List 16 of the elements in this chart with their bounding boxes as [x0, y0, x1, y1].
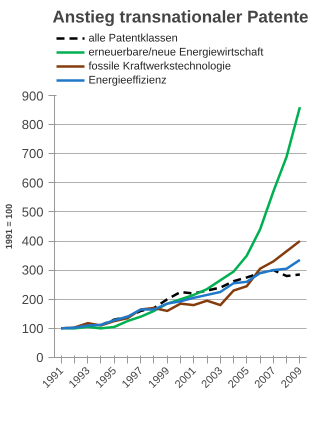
- chart-title: Anstieg transnationaler Patente: [52, 8, 309, 26]
- y-tick-label: 100: [22, 320, 44, 336]
- y-tick-label: 200: [22, 292, 44, 307]
- y-axis-title: 1991 = 100: [4, 204, 14, 250]
- legend-label: fossile Kraftwerkstechnologie: [88, 60, 231, 72]
- y-tick-label: 300: [22, 262, 44, 278]
- legend-label: alle Patentklassen: [88, 32, 178, 44]
- y-tick-label: 600: [22, 175, 44, 190]
- y-tick-label: 0: [36, 350, 44, 365]
- y-tick-label: 500: [22, 204, 44, 220]
- y-tick-label: 900: [22, 88, 44, 104]
- y-tick-label: 400: [22, 234, 44, 249]
- y-tick-label: 700: [22, 146, 44, 162]
- legend-label: Energieeffizienz: [88, 74, 167, 86]
- y-tick-label: 800: [22, 117, 44, 132]
- legend-label: erneuerbare/neue Energiewirtschaft: [88, 46, 264, 58]
